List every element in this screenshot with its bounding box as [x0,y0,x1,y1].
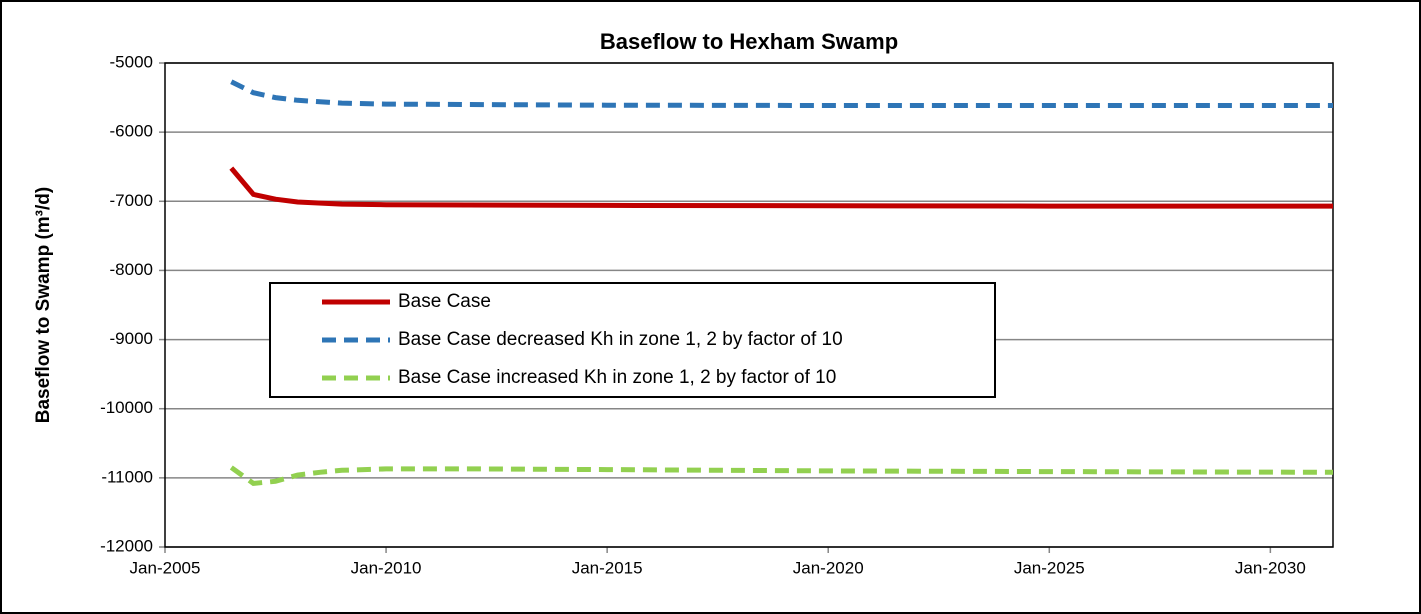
legend-box [269,282,996,398]
x-tick-label: Jan-2030 [1235,558,1306,577]
legend-label: Base Case decreased Kh in zone 1, 2 by f… [398,329,843,350]
legend-label: Base Case [398,291,491,312]
series-line [230,79,1333,108]
x-tick-label: Jan-2025 [1014,558,1085,577]
y-tick-label: -11000 [101,467,153,486]
legend-label: Base Case increased Kh in zone 1, 2 by f… [398,367,836,388]
series-line [229,465,1334,486]
y-tick-label: -7000 [110,191,153,210]
x-tick-label: Jan-2020 [793,558,864,577]
y-tick-label: -10000 [100,398,153,417]
plot-border [164,62,1334,548]
chart-title: Baseflow to Hexham Swamp [600,29,898,54]
y-axis-label: Baseflow to Swamp (m³/d) [33,187,54,423]
y-tick-label: -6000 [110,122,153,141]
y-tick-label: -5000 [110,52,153,71]
y-tick-label: -12000 [100,536,153,555]
x-tick-label: Jan-2015 [572,558,643,577]
series-line [229,166,1333,209]
y-tick-label: -9000 [110,329,153,348]
x-tick-label: Jan-2005 [130,558,201,577]
x-tick-label: Jan-2010 [351,558,422,577]
y-tick-label: -8000 [110,260,153,279]
